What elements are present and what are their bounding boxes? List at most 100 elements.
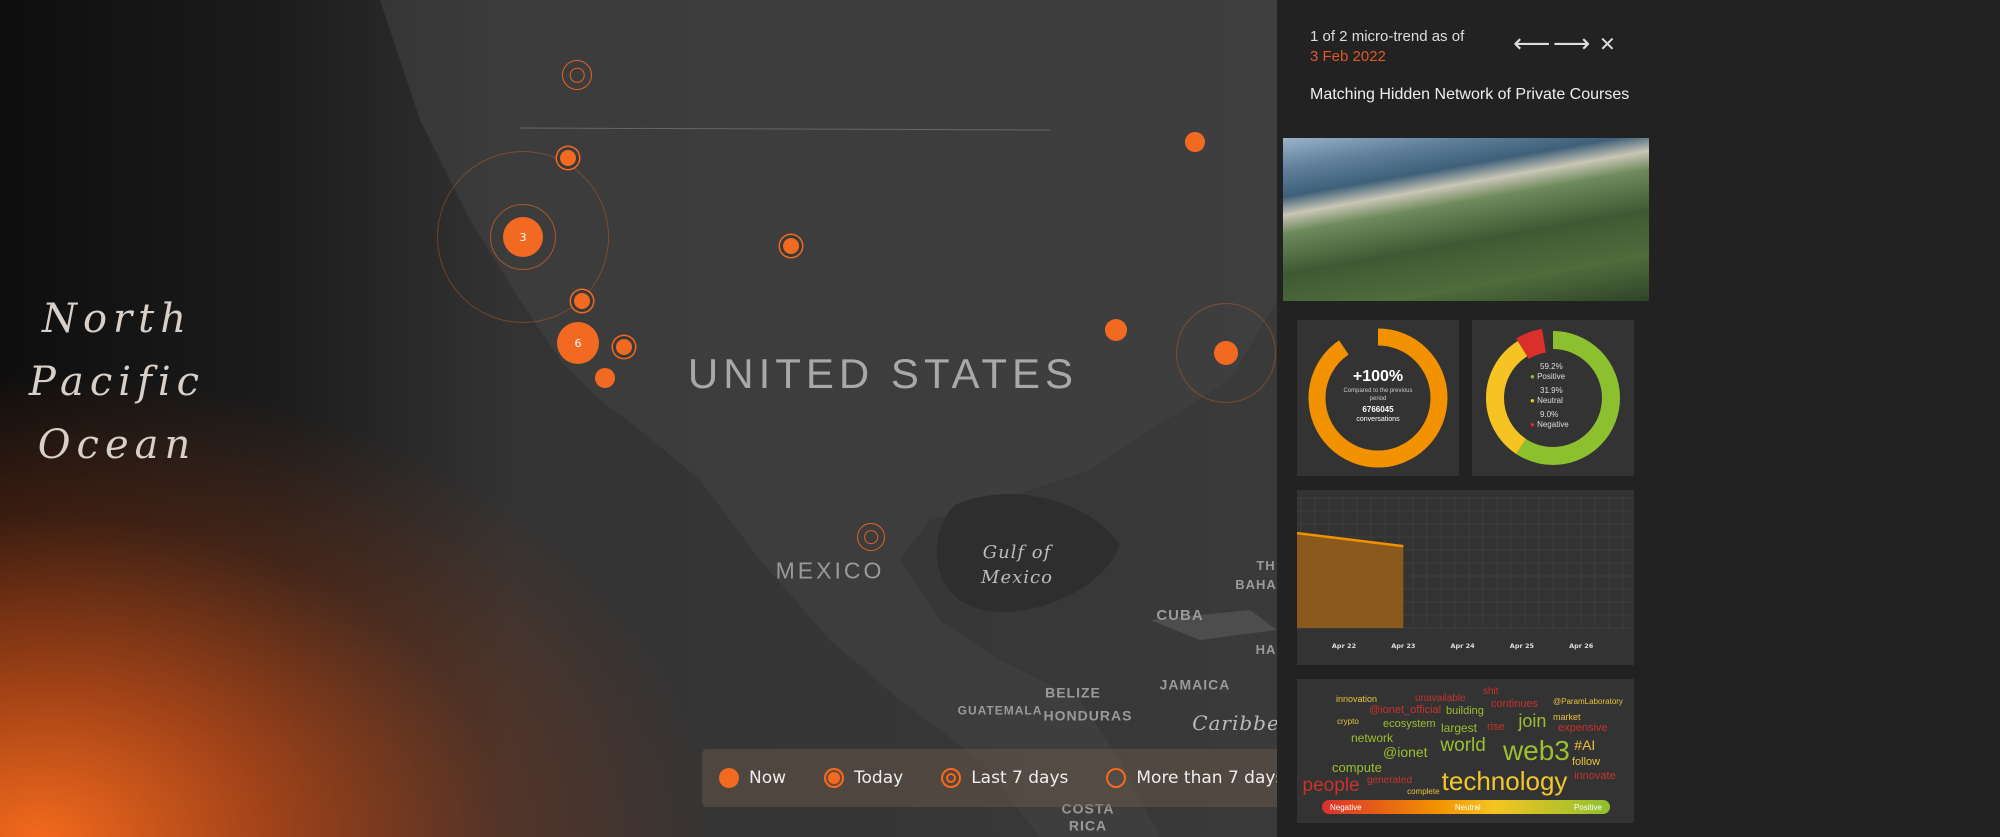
- marker-now[interactable]: [595, 368, 615, 388]
- trend-header: 1 of 2 micro-trend as of 3 Feb 2022: [1310, 27, 1464, 67]
- sentiment-scale: Negative Neutral Positive: [1322, 800, 1610, 814]
- legend-label: More than 7 days ag: [1136, 768, 1277, 788]
- arrow-left-icon[interactable]: ⟵: [1513, 29, 1551, 59]
- trend-image: [1283, 138, 1649, 301]
- scale-neutral: Neutral: [1454, 802, 1481, 812]
- sentiment-donut: [1483, 328, 1623, 468]
- volume-count: 6766045: [1362, 405, 1394, 414]
- legend-label: Today: [854, 768, 904, 788]
- word-cloud-word[interactable]: expensive: [1558, 722, 1608, 734]
- legend-item-last-7-days: Last 7 days: [941, 768, 1068, 788]
- now-marker-icon: [719, 768, 739, 788]
- country-label: TH: [1256, 557, 1276, 573]
- sea-label: Caribbe: [1192, 711, 1277, 735]
- country-label: GUATEMALA: [957, 703, 1043, 718]
- ocean-label: Pacific: [28, 359, 206, 405]
- word-cloud-word[interactable]: world: [1440, 734, 1486, 756]
- marker-now[interactable]: [1185, 132, 1205, 152]
- sentiment-pct: 59.2%: [1540, 362, 1563, 371]
- last7-marker-icon: [941, 768, 962, 788]
- volume-change: +100%: [1352, 368, 1404, 385]
- marker-now[interactable]: [1214, 341, 1238, 365]
- volume-compare: Compared to the previous period: [1343, 388, 1413, 402]
- volume-card: +100% Compared to the previous period 67…: [1297, 320, 1459, 476]
- legend-label: Last 7 days: [971, 768, 1069, 788]
- sea-label: Mexico: [981, 567, 1053, 589]
- word-cloud-word[interactable]: people: [1302, 775, 1360, 796]
- sentiment-label: ● Negative: [1530, 419, 1569, 429]
- country-label: RICA: [1068, 817, 1108, 834]
- volume-ring: [1308, 328, 1448, 468]
- sentiment-slice: [1486, 331, 1620, 465]
- sentiment-label: ● Neutral: [1530, 395, 1563, 405]
- marker-today[interactable]: [783, 238, 799, 254]
- word-cloud-word[interactable]: shit: [1483, 685, 1499, 697]
- word-cloud-word[interactable]: technology: [1441, 765, 1568, 796]
- marker-today[interactable]: [574, 293, 590, 309]
- word-cloud-word[interactable]: @ionet_official: [1369, 704, 1442, 716]
- word-cloud-word[interactable]: compute: [1332, 760, 1382, 775]
- word-cloud-word[interactable]: join: [1518, 711, 1547, 732]
- x-tick-label: Apr 23: [1391, 642, 1415, 650]
- legend-item-now: Now: [719, 768, 786, 788]
- word-cloud-word[interactable]: building: [1446, 705, 1484, 717]
- word-cloud-word[interactable]: #AI: [1574, 736, 1596, 753]
- trend-title: Matching Hidden Network of Private Cours…: [1310, 86, 1630, 103]
- sentiment-pct: 31.9%: [1540, 386, 1563, 395]
- marker-today[interactable]: [616, 339, 632, 355]
- x-tick-label: Apr 26: [1569, 642, 1594, 650]
- x-tick-label: Apr 25: [1510, 642, 1535, 650]
- marker-last-7-days[interactable]: [562, 60, 592, 90]
- country-label: JAMAICA: [1159, 676, 1231, 693]
- word-cloud-word[interactable]: network: [1351, 730, 1394, 745]
- word-cloud-word[interactable]: generated: [1367, 774, 1413, 786]
- scale-negative: Negative: [1330, 802, 1362, 812]
- word-cloud: innovation unavailable shit continues @Param…: [1297, 679, 1634, 823]
- legend-item-older: More than 7 days ag: [1106, 768, 1277, 788]
- country-label: HONDURAS: [1043, 707, 1133, 724]
- word-cloud-word[interactable]: market: [1553, 711, 1581, 722]
- word-cloud-word[interactable]: unavailable: [1415, 692, 1466, 704]
- marker-today[interactable]: [560, 150, 576, 166]
- sea-label: Gulf of: [982, 542, 1052, 564]
- sentiment-pct: 9.0%: [1540, 410, 1559, 419]
- word-cloud-word[interactable]: innovate: [1574, 769, 1616, 782]
- marker-halo: [1176, 303, 1276, 403]
- micro-trend-panel: 1 of 2 micro-trend as of 3 Feb 2022 ⟵ ⟶ …: [1277, 0, 2000, 837]
- legend-label: Now: [749, 768, 787, 788]
- arrow-right-icon[interactable]: ⟶: [1553, 29, 1591, 59]
- older-marker-icon: [1106, 768, 1127, 788]
- word-cloud-word[interactable]: continues: [1491, 698, 1539, 710]
- marker-cluster[interactable]: 3: [503, 217, 543, 257]
- word-cloud-word[interactable]: @ionet: [1383, 743, 1428, 760]
- word-cloud-word[interactable]: innovation: [1336, 693, 1378, 704]
- word-cloud-word[interactable]: follow: [1572, 756, 1601, 768]
- cluster-halo: [437, 151, 609, 323]
- country-label: HA: [1255, 641, 1277, 657]
- word-cloud-word[interactable]: rise: [1487, 721, 1505, 733]
- country-label: MEXICO: [775, 557, 885, 584]
- marker-cluster[interactable]: 6: [557, 322, 599, 364]
- volume-unit: conversations: [1356, 416, 1400, 423]
- trend-counter: 1 of 2 micro-trend as of: [1310, 28, 1465, 45]
- scale-positive: Positive: [1573, 802, 1602, 812]
- sentiment-label: ● Positive: [1530, 371, 1566, 381]
- word-cloud-word[interactable]: complete: [1407, 787, 1440, 796]
- word-cloud-word[interactable]: ecosystem: [1383, 718, 1436, 730]
- word-cloud-word[interactable]: crypto: [1337, 717, 1359, 726]
- map[interactable]: North Pacific Ocean UNITED STATES MEXICO…: [0, 0, 1277, 837]
- marker-last-7-days[interactable]: [857, 523, 885, 551]
- series-line: [1296, 531, 1404, 548]
- marker-now[interactable]: [1105, 319, 1127, 341]
- word-cloud-word[interactable]: largest: [1441, 720, 1478, 735]
- word-cloud-word[interactable]: @ParamLaboratory: [1553, 697, 1623, 706]
- word-cloud-word[interactable]: web3: [1502, 735, 1570, 767]
- map-legend: Now Today Last 7 days More than 7 days a…: [702, 749, 1277, 807]
- sentiment-card: 59.2% ● Positive 31.9% ● Neutral 9.0% ● …: [1472, 320, 1634, 476]
- ocean-label: Ocean: [37, 422, 197, 468]
- sentiment-legend: 59.2% ● Positive 31.9% ● Neutral 9.0% ● …: [1530, 362, 1569, 429]
- close-icon[interactable]: ✕: [1599, 32, 1616, 56]
- x-tick-label: Apr 24: [1450, 642, 1475, 650]
